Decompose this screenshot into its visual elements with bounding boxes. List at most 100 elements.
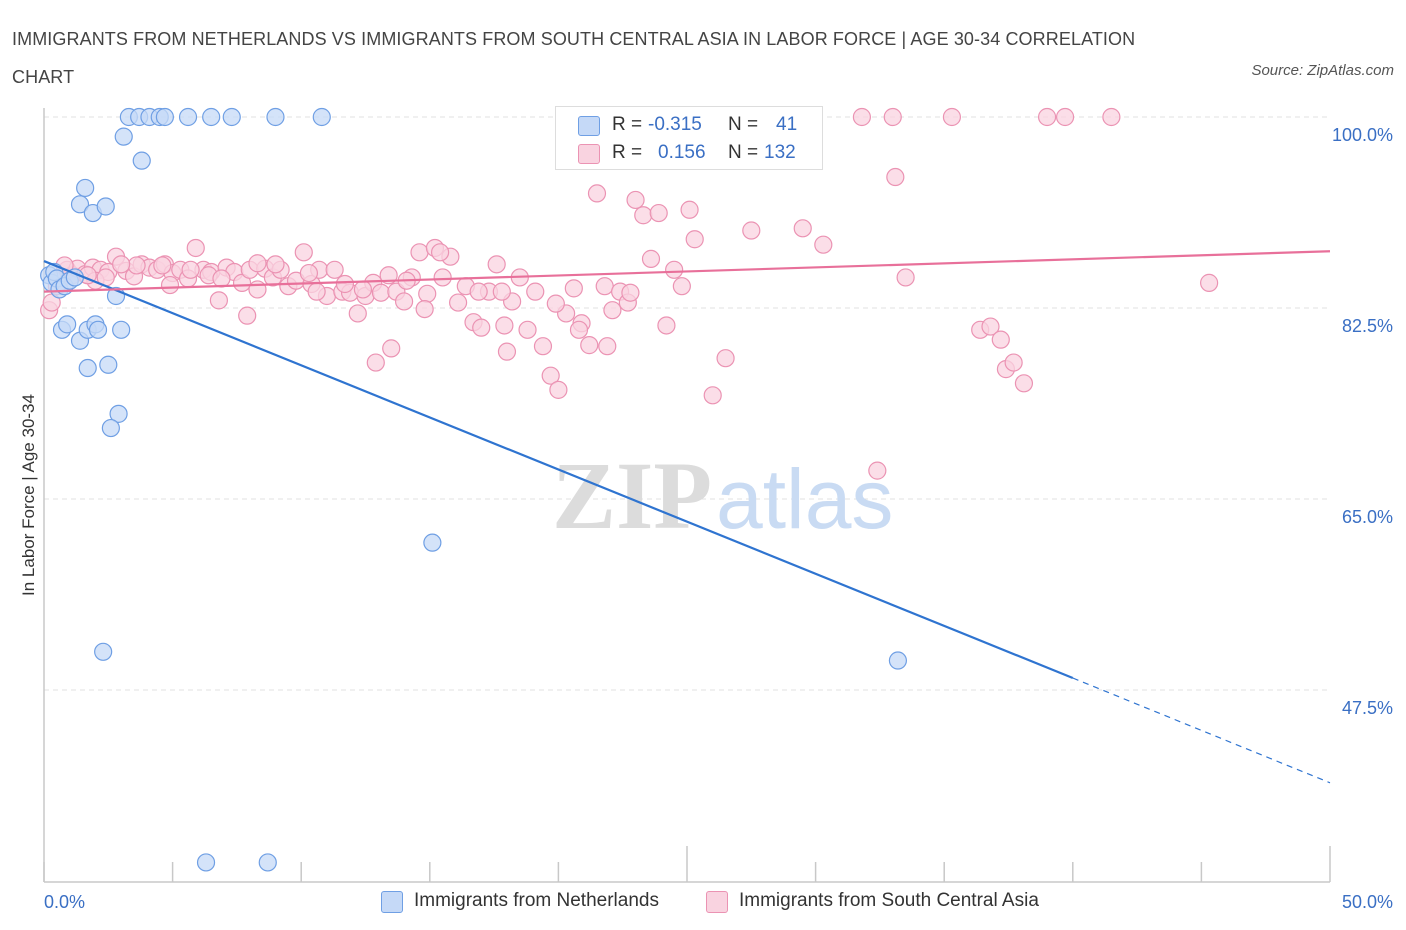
south-central-asia-point-89 (814, 235, 833, 254)
netherlands-point-15 (78, 358, 97, 378)
netherlands-point-9 (58, 315, 77, 334)
south-central-asia-point-80 (641, 249, 661, 268)
blue-series-points (40, 107, 908, 872)
south-central-asia-point-87 (742, 221, 761, 240)
south-central-asia-point-125 (238, 306, 257, 325)
south-central-asia-point-66 (533, 337, 553, 356)
south-central-asia-point-126 (469, 282, 488, 301)
source-note: Source: ZipAtlas.com (1251, 62, 1394, 79)
south-central-asia-point-61 (495, 316, 514, 335)
netherlands-point-19 (70, 195, 90, 214)
south-central-asia-point-132 (153, 256, 172, 275)
south-central-asia-point-120 (716, 349, 735, 368)
netherlands-point-20 (76, 178, 95, 198)
south-central-asia-point-135 (212, 269, 231, 288)
south-central-asia-point-70 (564, 279, 583, 298)
south-central-asia-point-98 (1004, 353, 1023, 372)
south-central-asia-point-95 (981, 317, 1000, 336)
south-central-asia-point-39 (325, 260, 344, 279)
south-central-asia-point-73 (587, 184, 607, 203)
south-central-asia-point-123 (181, 260, 200, 279)
south-central-asia-point-111 (546, 294, 565, 313)
south-central-asia-point-75 (603, 301, 622, 320)
netherlands-trend-extension (1072, 677, 1331, 784)
south-central-asia-point-42 (348, 304, 367, 323)
south-central-asia-point-86 (703, 386, 722, 405)
south-central-asia-point-129 (492, 282, 511, 301)
south-central-asia-point-127 (353, 280, 373, 299)
netherlands-trend-line (43, 260, 1074, 680)
x-tick-label-right: 50.0% (1342, 892, 1393, 912)
south-central-asia-point-119 (672, 277, 691, 296)
netherlands-point-23 (114, 127, 133, 146)
south-central-asia-point-137 (415, 299, 434, 319)
legend-swatch-pink (578, 144, 600, 164)
netherlands-point-37 (94, 642, 113, 661)
south-central-asia-point-83 (665, 260, 684, 279)
south-central-asia-point-53 (433, 268, 452, 287)
south-central-asia-point-21 (186, 238, 205, 258)
netherlands-point-30 (178, 107, 198, 127)
bottom-legend-label: Immigrants from Netherlands (414, 890, 659, 911)
south-central-asia-point-82 (657, 316, 676, 335)
bottom-legend-swatch-pink (706, 891, 728, 913)
legend-n-label: N = (728, 114, 759, 135)
south-central-asia-point-99 (1014, 374, 1034, 393)
legend-r-label: R = (612, 114, 643, 135)
netherlands-point-17 (109, 404, 128, 423)
south-central-asia-point-114 (366, 353, 385, 372)
south-central-asia-point-90 (868, 461, 887, 480)
south-central-asia-point-81 (649, 203, 668, 223)
south-central-asia-point-72 (580, 336, 599, 355)
pink-series-points (40, 107, 1219, 480)
legend-swatch-blue (578, 116, 600, 136)
bottom-legend-swatch-blue (381, 891, 403, 913)
netherlands-point-32 (222, 107, 241, 127)
south-central-asia-point-51 (418, 284, 437, 303)
south-central-asia-point-85 (685, 230, 704, 249)
south-central-asia-point-104 (852, 107, 871, 127)
south-central-asia-point-112 (621, 283, 640, 302)
netherlands-point-36 (423, 533, 442, 552)
south-central-asia-point-134 (248, 254, 267, 273)
legend-n-label: N = (728, 142, 759, 163)
netherlands-point-39 (196, 853, 216, 872)
netherlands-point-18 (101, 418, 120, 438)
south-central-asia-point-74 (595, 277, 614, 296)
y-tick-labels: 100.0% 82.5% 65.0% 47.5% (1332, 125, 1393, 718)
south-central-asia-point-29 (248, 280, 267, 299)
south-central-asia-point-107 (160, 275, 180, 295)
south-central-asia-point-124 (266, 255, 285, 274)
south-central-asia-point-67 (541, 366, 560, 385)
x-tick-label-left: 0.0% (44, 892, 85, 912)
south-central-asia-point-100 (1037, 107, 1057, 127)
y-tick-label-2: 65.0% (1342, 507, 1393, 527)
south-central-asia-point-48 (394, 292, 414, 311)
south-central-asia-point-115 (382, 339, 401, 358)
south-central-asia-point-24 (209, 291, 228, 310)
south-central-asia-point-113 (430, 243, 450, 262)
south-central-asia-point-79 (634, 206, 653, 225)
trend-lines (43, 250, 1331, 784)
chart-title: IMMIGRANTS FROM NETHERLANDS VS IMMIGRANT… (12, 29, 1136, 87)
south-central-asia-trend-line (43, 250, 1331, 293)
x-tick-marks (43, 846, 1331, 882)
south-central-asia-point-128 (335, 274, 355, 294)
netherlands-point-31 (202, 107, 221, 127)
watermark-atlas: atlas (716, 452, 893, 546)
south-central-asia-point-50 (410, 243, 429, 262)
south-central-asia-point-101 (1055, 107, 1075, 127)
south-central-asia-point-122 (127, 256, 146, 275)
south-central-asia-point-64 (518, 320, 537, 339)
south-central-asia-point-117 (569, 320, 589, 339)
netherlands-point-40 (258, 853, 277, 872)
south-central-asia-point-60 (487, 255, 506, 274)
south-central-asia-point-105 (883, 107, 902, 127)
netherlands-point-13 (88, 320, 108, 339)
south-central-asia-point-96 (991, 330, 1010, 349)
south-central-asia-point-102 (1102, 107, 1121, 127)
watermark-zip: ZIP (552, 442, 712, 549)
south-central-asia-point-88 (793, 219, 812, 238)
y-axis-label: In Labor Force | Age 30-34 (19, 394, 38, 596)
south-central-asia-point-78 (626, 190, 645, 210)
